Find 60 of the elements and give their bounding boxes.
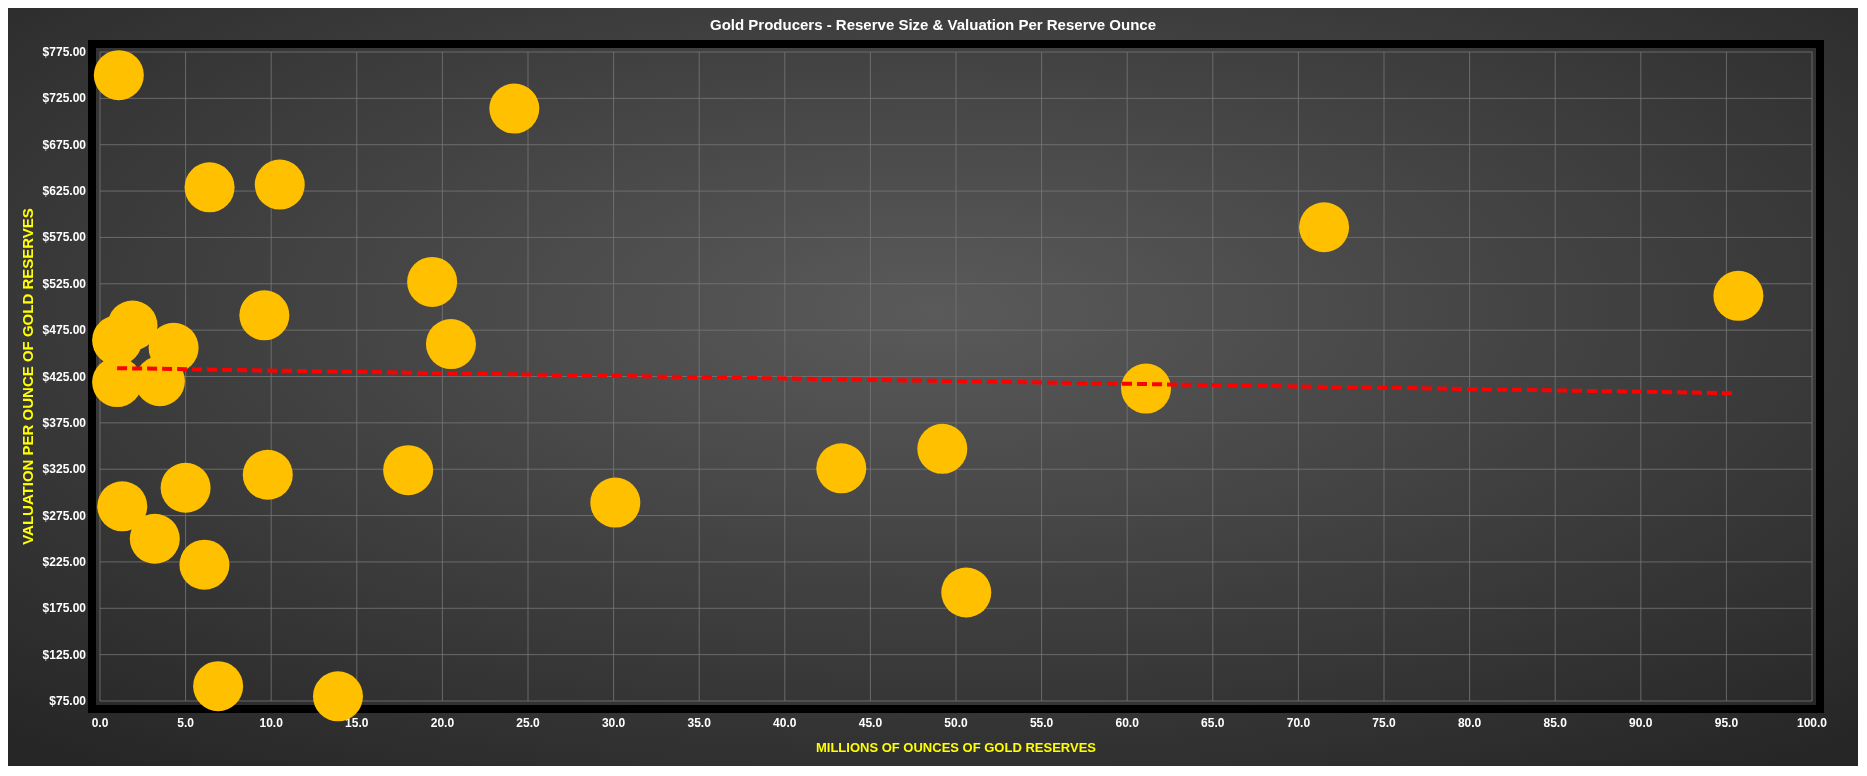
x-tick-label: 95.0	[1714, 716, 1739, 730]
x-tick-label: 80.0	[1457, 716, 1482, 730]
x-tick-label: 5.0	[177, 716, 195, 730]
x-tick-label: 40.0	[773, 716, 797, 730]
x-tick-label: 0.0	[91, 716, 109, 730]
x-tick-label: 75.0	[1372, 716, 1396, 730]
y-tick-label: $725.00	[42, 91, 87, 106]
x-tick-label: 65.0	[1201, 716, 1225, 730]
x-tick-label: 35.0	[687, 716, 712, 730]
x-tick-label: 55.0	[1029, 716, 1054, 730]
y-tick-label: $525.00	[42, 276, 87, 291]
x-tick-label: 10.0	[259, 716, 284, 730]
point	[193, 661, 244, 712]
y-tick-label: $425.00	[42, 369, 87, 384]
point	[179, 539, 230, 590]
y-tick-label: $125.00	[42, 647, 87, 662]
point	[129, 513, 180, 564]
x-tick-label: 90.0	[1629, 716, 1653, 730]
point	[242, 449, 293, 500]
point	[160, 462, 211, 513]
point	[590, 477, 641, 528]
point	[97, 481, 148, 532]
point	[425, 319, 476, 370]
y-tick-label: $175.00	[42, 601, 87, 616]
x-tick-label: 30.0	[601, 716, 626, 730]
x-tick-label: 85.0	[1543, 716, 1568, 730]
point	[1121, 363, 1172, 414]
x-tick-label: 60.0	[1115, 716, 1140, 730]
point	[407, 256, 458, 307]
point	[1299, 202, 1350, 253]
y-tick-label: $475.00	[42, 323, 87, 338]
x-tick-label: 25.0	[516, 716, 540, 730]
point	[383, 445, 434, 496]
point	[239, 290, 290, 341]
y-tick-label: $675.00	[42, 137, 87, 152]
y-tick-label: $75.00	[49, 694, 87, 708]
y-tick-label: $775.00	[42, 45, 87, 59]
x-tick-label: 100.0	[1796, 716, 1828, 730]
y-tick-label: $225.00	[42, 554, 87, 569]
y-tick-label: $375.00	[42, 415, 87, 430]
y-tick-label: $625.00	[42, 184, 87, 199]
x-tick-label: 70.0	[1286, 716, 1311, 730]
point	[941, 567, 992, 618]
point	[1713, 270, 1764, 321]
chart-title: Gold Producers - Reserve Size & Valuation Per Reserve Ounce	[709, 16, 1157, 33]
point	[254, 159, 305, 210]
y-tick-label: $325.00	[42, 462, 87, 477]
point	[816, 443, 867, 494]
point	[93, 50, 144, 101]
y-axis-title: VALUATION PER OUNCE OF GOLD RESERVES	[19, 208, 36, 545]
point	[489, 83, 540, 134]
y-tick-label: $275.00	[42, 508, 87, 523]
y-tick-label: $575.00	[42, 230, 87, 245]
x-axis-title: MILLIONS OF OUNCES OF GOLD RESERVES	[815, 740, 1097, 755]
x-tick-label: 45.0	[858, 716, 883, 730]
x-tick-label: 15.0	[345, 716, 369, 730]
x-tick-label: 50.0	[944, 716, 968, 730]
point	[184, 162, 235, 213]
point	[917, 423, 968, 474]
x-tick-label: 20.0	[430, 716, 455, 730]
